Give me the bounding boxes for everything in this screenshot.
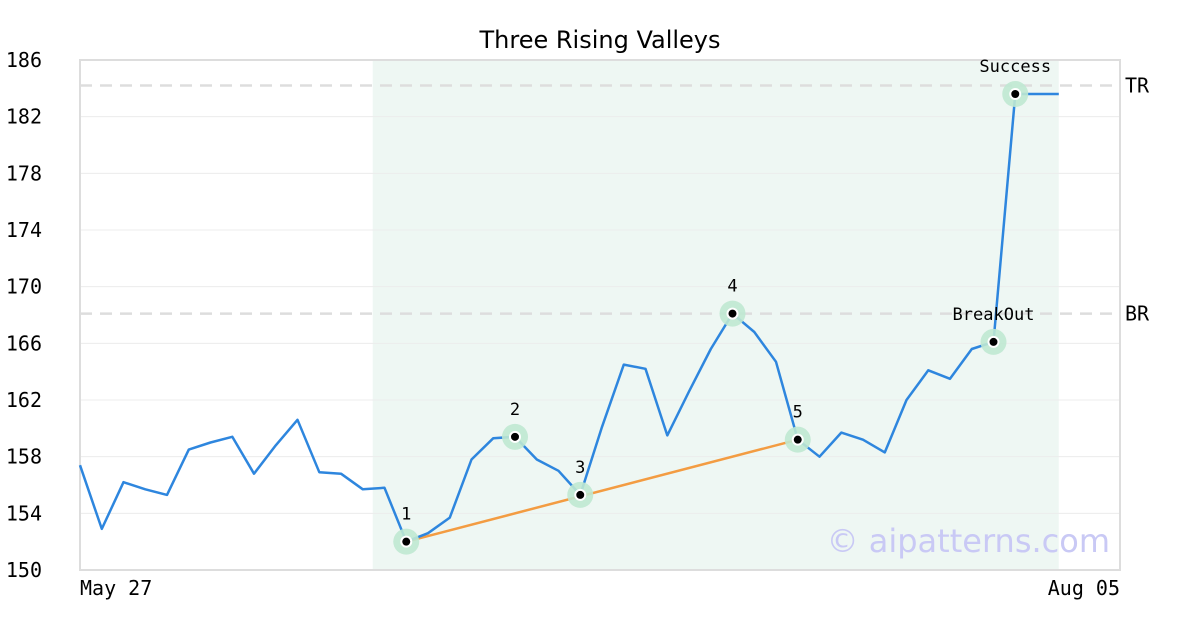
level-label: BR [1125, 302, 1150, 326]
point-label: 4 [727, 277, 737, 297]
y-tick-label: 174 [6, 218, 42, 242]
y-tick-label: 158 [6, 445, 42, 469]
point-marker [726, 307, 739, 320]
point-marker [574, 488, 587, 501]
y-axis-ticks: 150 154 158 162 166 170 174 178 182 186 [6, 48, 42, 582]
price-series-line [78, 92, 1059, 543]
y-tick-label: 182 [6, 105, 42, 129]
y-tick-label: 178 [6, 161, 42, 185]
point-marker [509, 430, 521, 443]
point-label: Success [979, 57, 1051, 77]
y-tick-label: 154 [6, 501, 42, 525]
level-lines: TR BR [80, 74, 1150, 326]
y-tick-label: 170 [6, 275, 42, 299]
point-label: 2 [510, 400, 520, 420]
x-tick-label: May 27 [80, 576, 152, 600]
y-tick-label: 150 [6, 558, 42, 582]
chart-title: Three Rising Valleys [478, 26, 720, 54]
y-tick-label: 162 [6, 388, 42, 412]
point-label: 5 [793, 403, 803, 423]
point-marker [987, 335, 1000, 348]
y-tick-label: 166 [6, 331, 42, 355]
plot-frame [79, 59, 1121, 571]
watermark: © aipatterns.com [827, 522, 1110, 560]
y-tick-label: 186 [6, 48, 42, 72]
x-tick-label: Aug 05 [1048, 576, 1120, 600]
point-marker [791, 433, 804, 446]
x-axis-ticks: May 27 Aug 05 [80, 576, 1120, 600]
point-label: 1 [401, 505, 411, 525]
point-marker [400, 535, 413, 548]
pattern-points: 1 2 3 4 5 BreakOut Success [393, 57, 1051, 555]
highlight-band [372, 60, 1059, 570]
point-marker [1009, 88, 1022, 100]
level-label: TR [1125, 74, 1150, 98]
point-label: BreakOut [953, 305, 1035, 325]
trendline [405, 438, 799, 543]
point-label: 3 [575, 458, 585, 478]
